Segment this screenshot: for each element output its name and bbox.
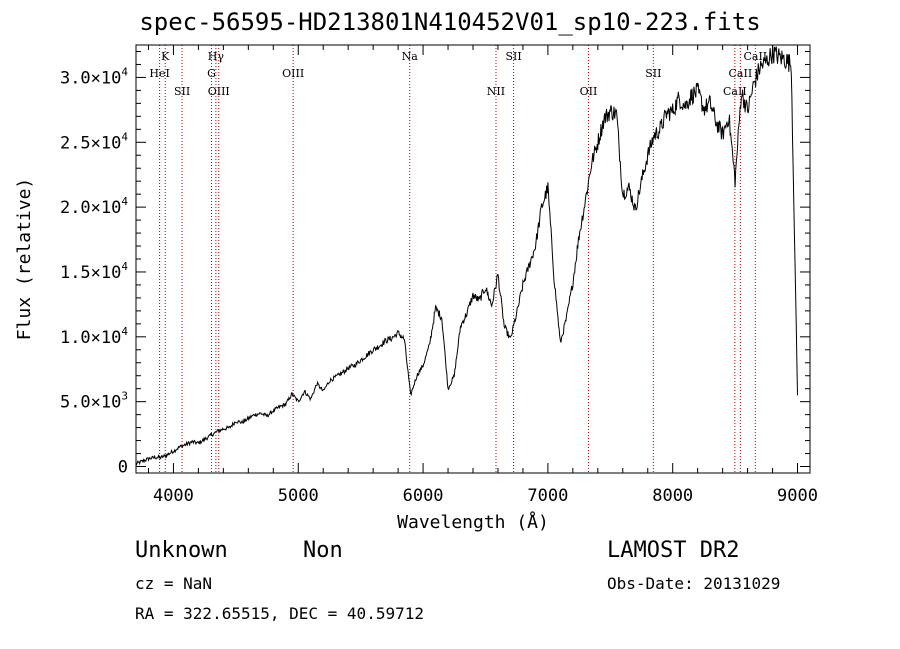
chart-title: spec-56595-HD213801N410452V01_sp10-223.f… — [139, 8, 761, 36]
annotation-label: OIII — [208, 85, 230, 98]
y-tick-label: 2.5×104 — [60, 130, 128, 153]
observation-date: Obs-Date: 20131029 — [607, 574, 781, 593]
x-tick-label: 8000 — [652, 486, 693, 506]
x-tick-label: 9000 — [777, 486, 818, 506]
annotation-label: SII — [174, 85, 190, 98]
y-tick-label: 0 — [118, 458, 128, 478]
annotation-label: CaII — [743, 50, 767, 63]
x-axis-label: Wavelength (Å) — [397, 511, 549, 533]
annotation-label: CaII — [723, 85, 747, 98]
y-tick-label: 5.0×103 — [60, 390, 128, 413]
x-tick-label: 4000 — [153, 486, 194, 506]
y-tick-label: 2.0×104 — [60, 195, 128, 218]
annotation-label: Na — [402, 50, 419, 63]
x-axis: 4000 5000 6000 7000 8000 9000 — [147, 45, 818, 506]
annotation-label: CaII — [729, 67, 753, 80]
y-tick-label: 1.5×104 — [60, 260, 128, 283]
annotation-label: G — [207, 67, 216, 80]
annotation-label: OIII — [282, 67, 304, 80]
annotation-label: K — [161, 50, 170, 63]
y-tick-label: 3.0×104 — [60, 65, 128, 88]
x-tick-label: 5000 — [278, 486, 319, 506]
plot-frame — [135, 44, 811, 474]
x-tick-label: 6000 — [403, 486, 444, 506]
x-tick-label: 7000 — [527, 486, 568, 506]
line-annotations: K HeI SII Hγ G OIII OIII Na NII SII OII SII CaII CaII… — [149, 45, 767, 473]
ra-dec-coordinates: RA = 322.65515, DEC = 40.59712 — [135, 604, 424, 623]
annotation-label: HeI — [149, 67, 169, 80]
y-axis-label: Flux (relative) — [14, 178, 35, 341]
spectrum-series — [135, 44, 798, 466]
annotation-label: Hγ — [208, 50, 225, 63]
survey-name: LAMOST DR2 — [607, 538, 740, 563]
y-tick-label: 1.0×104 — [60, 325, 128, 348]
y-axis: 0 5.0×103 1.0×104 1.5×104 2.0×104 2.5×104 3.0×… — [60, 50, 810, 478]
annotation-label: OII — [580, 85, 598, 98]
spectrum-line — [135, 44, 798, 466]
annotation-label: SII — [645, 67, 661, 80]
redshift-cz: cz = NaN — [135, 574, 213, 593]
annotation-label: SII — [505, 50, 521, 63]
object-subclass: Non — [303, 538, 343, 563]
object-class: Unknown — [135, 538, 228, 563]
annotation-label: NII — [487, 85, 505, 98]
